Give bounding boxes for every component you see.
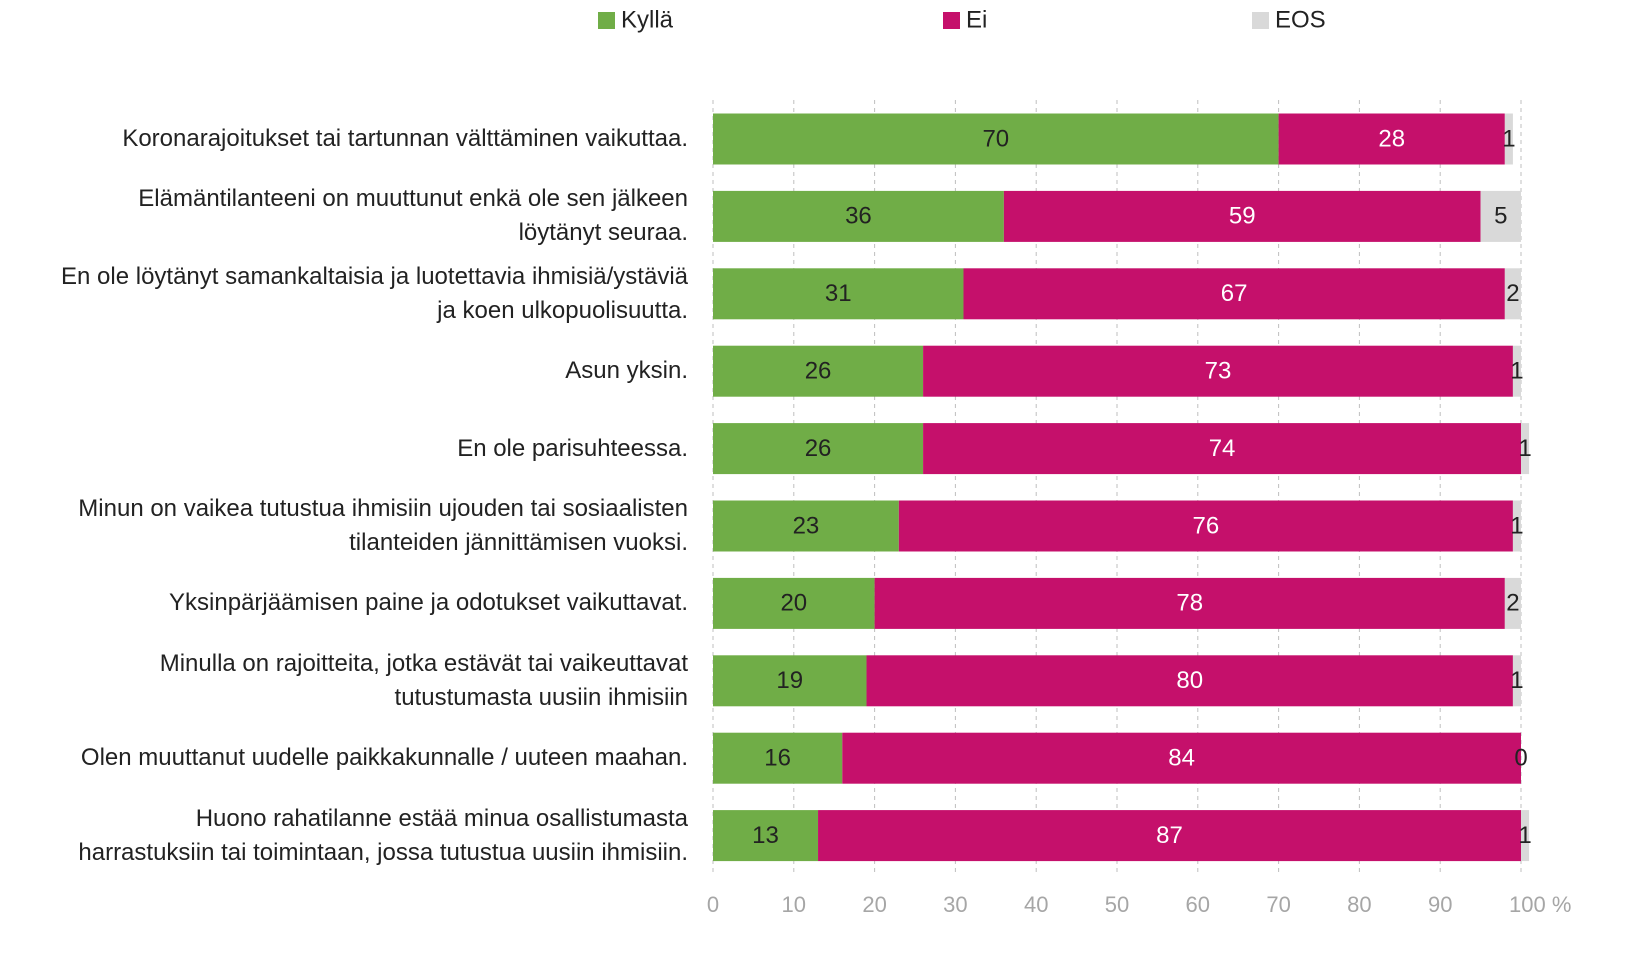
bar-segment — [1278, 113, 1505, 165]
data-label: 2 — [1506, 590, 1519, 617]
data-label: 1 — [1518, 435, 1531, 462]
legend-swatch — [943, 12, 960, 29]
data-label: 73 — [1205, 358, 1232, 385]
data-label: 26 — [805, 435, 832, 462]
data-label: 74 — [1209, 435, 1236, 462]
legend-label: EOS — [1275, 6, 1326, 33]
data-label: 31 — [825, 280, 852, 307]
data-label: 26 — [805, 358, 832, 385]
bar-segment — [713, 345, 924, 397]
category-label: Huono rahatilanne estää minua osallistum… — [78, 804, 688, 866]
bar-segment — [713, 732, 843, 784]
data-label: 2 — [1506, 280, 1519, 307]
bar-segment — [842, 732, 1521, 784]
data-label: 5 — [1494, 203, 1507, 230]
x-tick-label: 100 % — [1509, 892, 1571, 917]
data-label: 16 — [764, 745, 791, 772]
bar-segment — [713, 113, 1279, 165]
data-label: 1 — [1518, 822, 1531, 849]
x-tick-label: 0 — [707, 892, 719, 917]
data-label: 36 — [845, 203, 872, 230]
bar-segment — [713, 655, 867, 707]
data-label: 19 — [776, 667, 803, 694]
category-label: Koronarajoitukset tai tartunnan välttämi… — [122, 125, 688, 152]
bar-segment — [1521, 810, 1530, 862]
data-label: 87 — [1156, 822, 1183, 849]
legend-swatch — [598, 12, 615, 29]
x-tick-label: 80 — [1347, 892, 1371, 917]
data-label: 23 — [793, 512, 820, 539]
data-label: 20 — [780, 590, 807, 617]
category-label: En ole löytänyt samankaltaisia ja luotet… — [61, 262, 688, 324]
category-label: En ole parisuhteessa. — [457, 434, 688, 462]
bar-segment — [1504, 113, 1513, 165]
x-tick-label: 90 — [1428, 892, 1452, 917]
data-label: 28 — [1378, 125, 1405, 152]
bar-segment — [1504, 268, 1521, 320]
category-label: Elämäntilanteeni on muuttunut enkä ole s… — [138, 185, 688, 247]
x-tick-label: 20 — [862, 892, 886, 917]
data-label: 1 — [1510, 512, 1523, 539]
bar-segment — [1512, 655, 1521, 707]
bar-segment — [1512, 500, 1521, 552]
data-label: 0 — [1514, 745, 1527, 772]
bar-segment — [713, 423, 924, 475]
bar-segment — [713, 500, 899, 552]
data-label: 76 — [1193, 512, 1220, 539]
bar-segment — [923, 345, 1513, 397]
data-label: 78 — [1176, 590, 1203, 617]
bar-segment — [713, 190, 1004, 242]
bar-segment — [963, 268, 1505, 320]
x-tick-label: 60 — [1186, 892, 1210, 917]
x-tick-label: 10 — [782, 892, 806, 917]
legend-label: Ei — [966, 6, 987, 33]
legend-swatch — [1252, 12, 1269, 29]
bar-segment — [866, 655, 1513, 707]
x-tick-label: 40 — [1024, 892, 1048, 917]
category-label: Yksinpärjäämisen paine ja odotukset vaik… — [169, 589, 688, 617]
bar-segment — [923, 423, 1521, 475]
data-label: 80 — [1176, 667, 1203, 694]
bar-segment — [1504, 577, 1521, 629]
data-label: 1 — [1502, 125, 1515, 152]
category-label: Olen muuttanut uudelle paikkakunnalle / … — [80, 744, 688, 772]
data-label: 67 — [1221, 280, 1248, 307]
data-label: 1 — [1510, 358, 1523, 385]
legend-label: Kyllä — [621, 6, 674, 33]
data-label: 1 — [1510, 667, 1523, 694]
bar-segment — [713, 810, 819, 862]
data-label: 70 — [982, 125, 1009, 152]
x-tick-label: 70 — [1266, 892, 1290, 917]
bar-segment — [713, 268, 964, 320]
category-label: Asun yksin. — [565, 357, 688, 385]
data-label: 59 — [1229, 203, 1256, 230]
data-label: 13 — [752, 822, 779, 849]
category-label: Minulla on rajoitteita, jotka estävät ta… — [159, 649, 688, 711]
bar-segment — [874, 577, 1505, 629]
x-tick-label: 30 — [943, 892, 967, 917]
bar-segment — [898, 500, 1513, 552]
category-label: Minun on vaikea tutustua ihmisiin ujoude… — [78, 495, 688, 556]
data-label: 84 — [1168, 745, 1195, 772]
bar-segment — [1480, 190, 1521, 242]
bar-segment — [1003, 190, 1481, 242]
bar-segment — [1521, 423, 1530, 475]
bar-segment — [1512, 345, 1521, 397]
bar-segment — [713, 577, 875, 629]
bar-segment — [818, 810, 1521, 862]
x-tick-label: 50 — [1105, 892, 1129, 917]
